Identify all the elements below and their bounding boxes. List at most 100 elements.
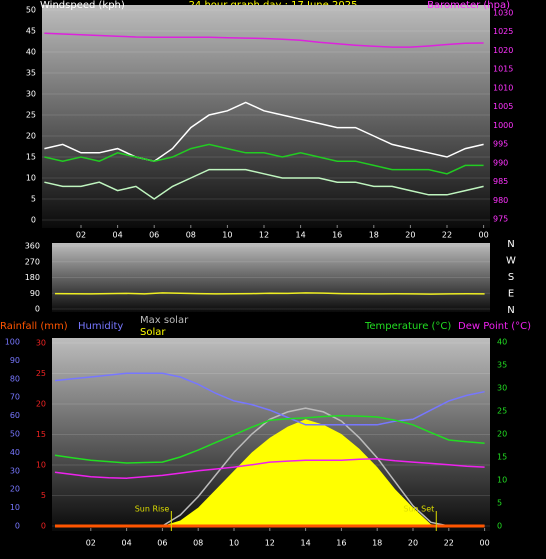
series-line <box>54 292 485 295</box>
compass-label: W <box>506 256 516 267</box>
axis-label: Windspeed (kph) <box>40 0 125 11</box>
y-tick-label: 50 <box>10 430 20 439</box>
x-tick-label: 00 <box>479 231 489 240</box>
x-tick-label: 04 <box>122 539 132 548</box>
y-tick-label: 40 <box>26 48 36 57</box>
x-tick-label: 00 <box>480 539 490 548</box>
y-tick-label: 985 <box>493 177 508 186</box>
x-tick-label: 10 <box>222 231 232 240</box>
annotation: Sun Set <box>403 505 434 514</box>
y-tick-label: 5 <box>31 195 36 204</box>
y-tick-label: 1025 <box>493 27 513 36</box>
y-tick-label: 0 <box>31 216 36 225</box>
x-tick-label: 14 <box>301 539 311 548</box>
y-tick-label: 70 <box>10 393 20 402</box>
axis-label: Barometer (hpa) <box>427 0 510 11</box>
y-tick-label: 995 <box>493 140 508 149</box>
y-tick-label: 0 <box>497 522 502 531</box>
y-tick-label: 360 <box>25 242 40 251</box>
legend-entry: Solar <box>140 327 166 338</box>
y-tick-label: 0 <box>41 522 46 531</box>
y-tick-label: 80 <box>10 374 20 383</box>
compass-label: N <box>507 239 514 250</box>
y-tick-label: 980 <box>493 196 508 205</box>
series-line <box>44 168 484 200</box>
x-tick-label: 16 <box>336 539 346 548</box>
y-tick-label: 60 <box>10 411 20 420</box>
x-tick-label: 18 <box>372 539 382 548</box>
y-tick-label: 50 <box>26 6 36 15</box>
compass-label: S <box>508 272 514 283</box>
y-tick-label: 5 <box>497 499 502 508</box>
y-tick-label: 1010 <box>493 83 513 92</box>
y-tick-label: 180 <box>25 273 40 282</box>
y-tick-label: 15 <box>497 453 507 462</box>
x-tick-label: 18 <box>369 231 379 240</box>
y-tick-label: 270 <box>25 257 40 266</box>
x-tick-label: 08 <box>193 539 203 548</box>
y-tick-label: 15 <box>36 430 46 439</box>
y-tick-label: 100 <box>5 338 20 347</box>
series-line <box>44 101 484 163</box>
series-line <box>44 32 484 48</box>
x-tick-label: 14 <box>296 231 306 240</box>
x-tick-label: 06 <box>157 539 167 548</box>
y-tick-label: 0 <box>15 522 20 531</box>
y-tick-label: 30 <box>497 384 507 393</box>
solar-area <box>55 419 485 526</box>
legend-entry: Dew Point (°C) <box>458 321 531 332</box>
y-tick-label: 10 <box>36 461 46 470</box>
y-tick-label: 20 <box>36 400 46 409</box>
legend-entry: Humidity <box>78 321 123 332</box>
y-tick-label: 20 <box>26 132 36 141</box>
y-tick-label: 990 <box>493 158 508 167</box>
y-tick-label: 5 <box>41 491 46 500</box>
x-tick-label: 22 <box>444 539 454 548</box>
series-line <box>54 372 485 426</box>
series-line <box>54 414 485 464</box>
legend-entry: Max solar <box>140 315 189 326</box>
y-tick-label: 10 <box>26 174 36 183</box>
y-tick-label: 30 <box>36 339 46 348</box>
x-tick-label: 10 <box>229 539 239 548</box>
series-line <box>44 143 484 175</box>
x-tick-label: 16 <box>332 231 342 240</box>
y-tick-label: 10 <box>497 476 507 485</box>
y-tick-label: 15 <box>26 153 36 162</box>
y-tick-label: 0 <box>35 305 40 314</box>
y-tick-label: 25 <box>36 369 46 378</box>
y-tick-label: 90 <box>10 356 20 365</box>
y-tick-label: 25 <box>497 407 507 416</box>
series-line <box>54 458 485 479</box>
x-tick-label: 04 <box>113 231 123 240</box>
compass-label: N <box>507 305 514 316</box>
x-tick-label: 08 <box>186 231 196 240</box>
y-tick-label: 20 <box>10 485 20 494</box>
x-tick-label: 06 <box>149 231 159 240</box>
x-tick-label: 20 <box>405 231 415 240</box>
y-tick-label: 30 <box>26 90 36 99</box>
y-tick-label: 1000 <box>493 121 513 130</box>
y-tick-label: 10 <box>10 503 20 512</box>
y-tick-label: 975 <box>493 215 508 224</box>
legend-entry: Temperature (°C) <box>364 321 451 332</box>
y-tick-label: 35 <box>497 361 507 370</box>
plot-area <box>52 243 490 312</box>
y-tick-label: 30 <box>10 466 20 475</box>
x-tick-label: 02 <box>86 539 96 548</box>
x-tick-label: 12 <box>259 231 269 240</box>
y-tick-label: 25 <box>26 111 36 120</box>
y-tick-label: 40 <box>10 448 20 457</box>
y-tick-label: 40 <box>497 338 507 347</box>
y-tick-label: 90 <box>30 289 40 298</box>
x-tick-label: 02 <box>76 231 86 240</box>
annotation: Sun Rise <box>135 505 170 514</box>
x-tick-label: 22 <box>442 231 452 240</box>
y-tick-label: 1030 <box>493 9 513 18</box>
y-tick-label: 1015 <box>493 65 513 74</box>
compass-label: E <box>508 289 514 300</box>
x-tick-label: 12 <box>265 539 275 548</box>
x-tick-label: 20 <box>408 539 418 548</box>
y-tick-label: 20 <box>497 430 507 439</box>
